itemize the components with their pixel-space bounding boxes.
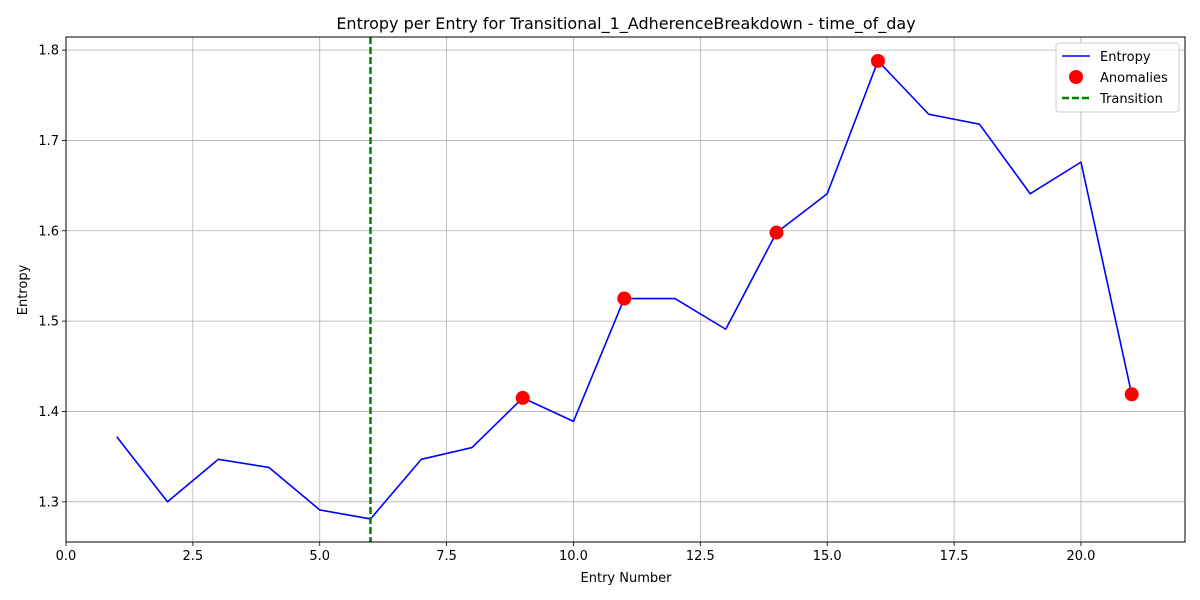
- anomaly-point: [515, 390, 530, 405]
- x-tick-label: 10.0: [559, 549, 588, 564]
- x-axis-label: Entry Number: [581, 571, 673, 586]
- anomaly-point: [1124, 387, 1139, 402]
- anomaly-point: [870, 53, 885, 68]
- y-tick-label: 1.7: [38, 134, 59, 149]
- legend-box: [1055, 42, 1180, 113]
- x-tick-label: 20.0: [1066, 549, 1095, 564]
- chart-title: Entropy per Entry for Transitional_1_Adh…: [336, 14, 915, 34]
- x-tick-label: 5.0: [309, 549, 330, 564]
- y-tick-label: 1.8: [38, 44, 59, 59]
- anomaly-point: [617, 291, 632, 306]
- x-tick-label: 0.0: [56, 549, 77, 564]
- x-tick-label: 12.5: [686, 549, 715, 564]
- x-tick-label: 7.5: [436, 549, 457, 564]
- legend: Entropy Anomalies Transition: [1055, 42, 1180, 113]
- legend-anomalies-swatch: [1069, 70, 1083, 84]
- plot-frame: [65, 36, 1186, 543]
- legend-transition-label: Transition: [1099, 92, 1163, 107]
- axes: 0.0 2.5 5.0 7.5 10.0 12.5 15.0 17.5 20.0 1.3 1.4 1.…: [38, 44, 1095, 564]
- grid: [65, 37, 1185, 542]
- anomaly-point: [769, 225, 784, 240]
- y-tick-label: 1.3: [38, 495, 59, 510]
- x-tick-label: 17.5: [940, 549, 969, 564]
- x-tick-label: 2.5: [183, 549, 204, 564]
- y-tick-label: 1.6: [38, 224, 59, 239]
- y-axis-label: Entropy: [16, 264, 31, 315]
- y-tick-label: 1.5: [38, 315, 59, 330]
- x-tick-label: 15.0: [813, 549, 842, 564]
- y-tick-label: 1.4: [38, 405, 59, 420]
- legend-entropy-label: Entropy: [1100, 50, 1151, 65]
- legend-anomalies-label: Anomalies: [1100, 71, 1168, 86]
- plot-area: [116, 37, 1139, 542]
